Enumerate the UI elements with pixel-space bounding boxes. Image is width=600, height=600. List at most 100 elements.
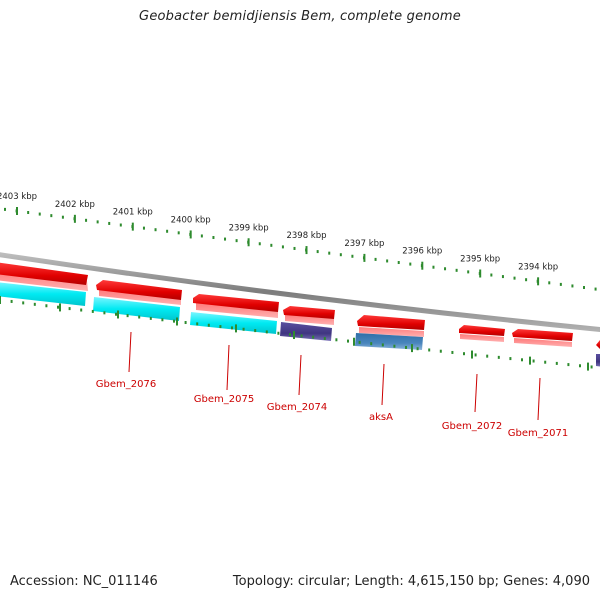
inner-minor-tick xyxy=(45,304,48,308)
inner-minor-tick xyxy=(439,349,442,353)
minor-tick xyxy=(177,231,180,235)
minor-tick xyxy=(50,214,53,218)
inner-minor-tick xyxy=(207,323,210,327)
accession-text: Accession: NC_011146 xyxy=(10,574,158,589)
major-tick-2397 xyxy=(363,253,366,262)
minor-tick xyxy=(374,257,377,261)
inner-major-tick xyxy=(117,310,119,319)
inner-minor-tick xyxy=(347,339,349,343)
minor-tick xyxy=(235,239,238,243)
minor-tick xyxy=(142,226,145,230)
minor-tick xyxy=(548,281,551,285)
minor-tick xyxy=(212,236,215,240)
reverse-gene-2 xyxy=(93,297,180,321)
inner-major-tick xyxy=(353,337,355,346)
minor-tick xyxy=(61,215,64,219)
inner-minor-tick xyxy=(161,318,164,322)
inner-ruler xyxy=(0,296,593,371)
minor-tick xyxy=(270,243,273,247)
inner-major-tick xyxy=(411,344,413,353)
inner-minor-tick xyxy=(416,347,419,351)
inner-minor-tick xyxy=(393,344,396,348)
inner-minor-tick xyxy=(370,342,373,346)
minor-tick xyxy=(594,287,597,291)
minor-tick xyxy=(467,270,470,274)
inner-minor-tick xyxy=(149,316,152,320)
inner-minor-tick xyxy=(254,329,257,333)
forward-gene-1 xyxy=(0,262,88,291)
inner-minor-tick xyxy=(22,301,25,305)
inner-minor-tick xyxy=(405,345,407,349)
leader-line-Gbem_2075 xyxy=(226,344,230,391)
inner-minor-tick xyxy=(532,359,535,363)
gene-labels: Gbem_2076 Gbem_2075 Gbem_2074 aksA Gbem_2072… xyxy=(96,331,568,439)
minor-tick xyxy=(525,278,528,282)
inner-minor-tick xyxy=(463,352,465,356)
minor-tick xyxy=(27,211,30,215)
inner-minor-tick xyxy=(219,325,222,329)
inner-minor-tick xyxy=(10,299,13,303)
major-tick-2403 xyxy=(16,207,18,215)
inner-minor-tick xyxy=(277,331,280,335)
tick-label-2401: 2401 kbp xyxy=(113,208,153,218)
minor-tick xyxy=(108,221,111,225)
major-tick-2396 xyxy=(421,261,424,270)
forward-gene-7 xyxy=(512,329,573,347)
inner-minor-tick xyxy=(33,302,36,306)
inner-minor-tick xyxy=(103,311,106,315)
minor-tick xyxy=(258,242,261,246)
minor-tick xyxy=(154,228,157,232)
tick-label-2394: 2394 kbp xyxy=(518,262,558,272)
inner-minor-tick xyxy=(91,309,94,313)
minor-tick xyxy=(397,261,400,265)
minor-tick xyxy=(293,246,296,250)
inner-major-tick xyxy=(235,324,237,333)
minor-tick xyxy=(224,237,227,241)
inner-major-tick xyxy=(587,362,589,371)
minor-tick xyxy=(85,218,88,222)
inner-minor-tick xyxy=(544,360,547,364)
inner-minor-tick xyxy=(68,307,71,311)
reverse-genes xyxy=(0,282,600,367)
gene-label-Gbem_2072: Gbem_2072 xyxy=(442,421,502,432)
tick-label-2397: 2397 kbp xyxy=(344,239,384,249)
minor-tick xyxy=(559,282,562,286)
reverse-gene-5 xyxy=(355,333,423,350)
leader-line-Gbem_2076 xyxy=(128,331,132,373)
leader-line-Gbem_2071 xyxy=(537,377,541,421)
minor-tick xyxy=(490,273,493,277)
inner-minor-tick xyxy=(138,315,141,319)
minor-tick xyxy=(166,229,169,233)
major-tick-2400 xyxy=(189,230,192,239)
forward-gene-2 xyxy=(96,280,182,305)
minor-tick xyxy=(4,207,6,211)
minor-tick xyxy=(455,268,458,272)
reverse-gene-6 xyxy=(596,354,600,367)
inner-minor-tick xyxy=(115,312,117,316)
minor-tick xyxy=(432,265,435,269)
inner-major-tick xyxy=(0,296,1,304)
inner-minor-tick xyxy=(497,355,500,359)
tick-label-2395: 2395 kbp xyxy=(460,255,500,265)
minor-tick xyxy=(339,253,342,257)
tick-label-2403: 2403 kbp xyxy=(0,192,37,202)
inner-minor-tick xyxy=(184,321,187,325)
major-tick-2398 xyxy=(305,246,308,255)
inner-minor-tick xyxy=(289,333,291,337)
inner-minor-tick xyxy=(590,365,593,369)
reverse-gene-3 xyxy=(190,312,277,334)
inner-major-tick xyxy=(59,303,61,312)
inner-minor-tick xyxy=(486,354,489,358)
leader-line-aksA xyxy=(381,363,385,406)
forward-gene-5 xyxy=(357,315,425,337)
inner-minor-tick xyxy=(509,357,512,361)
major-tick-2394 xyxy=(537,277,540,286)
tick-label-2398: 2398 kbp xyxy=(286,231,326,241)
inner-minor-tick xyxy=(567,363,570,367)
minor-tick xyxy=(200,234,203,238)
inner-minor-tick xyxy=(579,364,581,368)
gene-label-Gbem_2074: Gbem_2074 xyxy=(267,402,327,413)
leader-line-Gbem_2074 xyxy=(298,354,302,396)
minor-tick xyxy=(409,262,412,266)
inner-minor-tick xyxy=(231,326,233,330)
